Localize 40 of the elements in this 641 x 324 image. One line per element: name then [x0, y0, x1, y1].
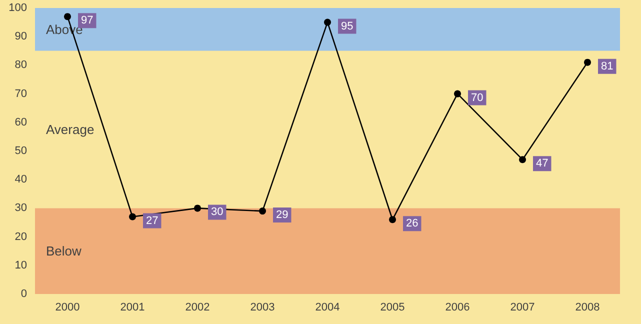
y-tick-label: 70 [14, 88, 27, 100]
point [324, 18, 331, 26]
y-tick-label: 60 [14, 116, 27, 128]
y-tick-label: 30 [14, 202, 27, 214]
x-tick-label: 2001 [120, 302, 145, 314]
point [389, 216, 396, 224]
y-tick-label: 40 [14, 174, 27, 186]
y-tick-label: 90 [14, 30, 27, 43]
point [64, 13, 71, 20]
data-label: 97 [81, 14, 94, 27]
data-label: 95 [341, 20, 354, 32]
data-label: 27 [146, 214, 158, 227]
point [194, 204, 201, 212]
data-label: 81 [601, 60, 614, 72]
x-tick-label: 2005 [380, 302, 405, 314]
data-label: 47 [536, 158, 548, 170]
point [259, 208, 266, 215]
x-tick-label: 2002 [185, 302, 210, 314]
y-tick-label: 10 [14, 259, 27, 272]
x-tick-label: 2003 [250, 302, 275, 314]
x-tick-label: 2006 [445, 302, 470, 314]
y-tick-label: 50 [14, 145, 27, 157]
x-tick-label: 2008 [575, 302, 600, 314]
x-tick-label: 2004 [315, 302, 340, 314]
x-tick-label: 2000 [55, 302, 80, 314]
y-tick-label: 100 [8, 2, 27, 14]
y-tick-label: 0 [20, 288, 27, 300]
data-label: 26 [406, 218, 418, 230]
y-tick-label: 20 [14, 230, 27, 243]
band-label: Below [46, 244, 82, 259]
x-tick-label: 2007 [510, 302, 535, 314]
y-tick-label: 80 [14, 59, 27, 72]
data-label: 30 [211, 206, 224, 218]
data-label: 70 [471, 92, 484, 104]
point [584, 58, 591, 66]
band-label: Average [46, 122, 94, 138]
point [129, 213, 136, 220]
point [519, 156, 526, 164]
point [454, 90, 461, 98]
data-label: 29 [276, 209, 288, 222]
